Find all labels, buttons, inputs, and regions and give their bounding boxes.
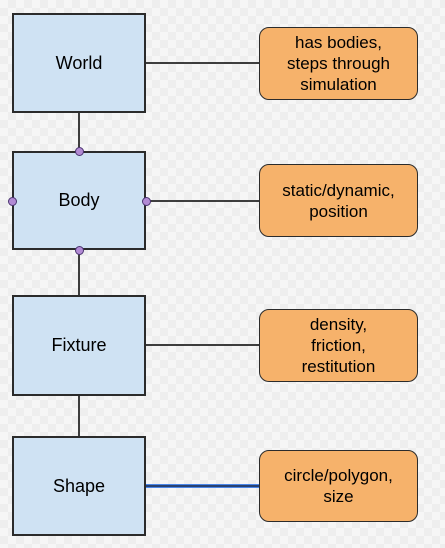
fixture-label: Fixture (51, 335, 107, 355)
resize-handle-top[interactable] (75, 147, 84, 156)
body-label: Body (58, 190, 100, 210)
world-box[interactable]: World (12, 13, 146, 113)
shape-label: Shape (52, 475, 106, 496)
shape-box[interactable]: Shape (12, 436, 146, 536)
body-box[interactable]: Body (12, 151, 146, 250)
world-label: World (55, 52, 103, 73)
world-note-text: has bodies, steps through simulation (286, 33, 390, 94)
body-note-text: static/dynamic, position (282, 180, 395, 221)
fixture-note-text: density, friction, restitution (301, 315, 376, 376)
resize-handle-bottom[interactable] (75, 246, 84, 255)
shape-note[interactable]: circle/polygon, size (259, 450, 418, 522)
shape-note-text: circle/polygon, size (284, 466, 393, 506)
fixture-note[interactable]: density, friction, restitution (259, 309, 418, 382)
body-note[interactable]: static/dynamic, position (259, 164, 418, 237)
world-note[interactable]: has bodies, steps through simulation (259, 27, 418, 100)
resize-handle-right[interactable] (142, 197, 151, 206)
resize-handle-left[interactable] (8, 197, 17, 206)
fixture-box[interactable]: Fixture (12, 295, 146, 396)
